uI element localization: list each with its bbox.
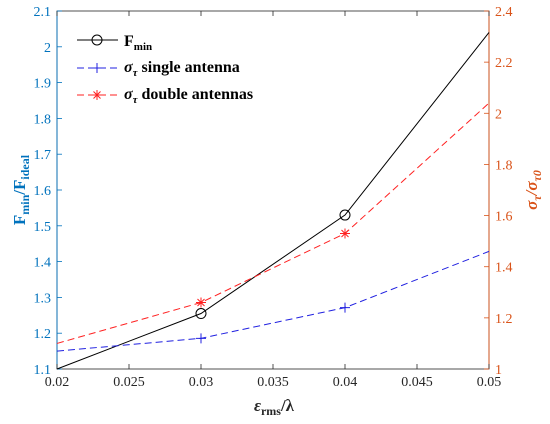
plot-frame xyxy=(56,10,490,370)
y-left-tick-label: 2 xyxy=(44,41,51,56)
y-left-tick-label: 1.2 xyxy=(34,327,52,342)
legend-label-double: στ double antennas xyxy=(124,86,253,106)
y-right-tick-label: 2 xyxy=(495,107,502,122)
legend-marker-double xyxy=(92,90,102,100)
y-left-tick-label: 1.8 xyxy=(34,112,52,127)
x-tick-label: 0.03 xyxy=(189,375,214,390)
y-left-tick-label: 1.9 xyxy=(34,77,52,92)
y-right-tick-label: 2.4 xyxy=(495,5,513,20)
series-line-fmin xyxy=(56,32,490,370)
x-tick-label: 0.035 xyxy=(257,375,289,390)
x-tick-label: 0.04 xyxy=(333,375,358,390)
y-left-tick-label: 1.4 xyxy=(34,256,52,271)
series-line-double xyxy=(56,102,490,344)
legend: Fmin στ single antenna στ double antenna… xyxy=(77,33,253,106)
data-point-fmin xyxy=(339,209,351,221)
data-point-single xyxy=(196,333,206,344)
data-point-double xyxy=(340,228,350,239)
x-ticks: 0.02 0.025 0.03 0.035 0.04 0.045 0.05 xyxy=(45,11,502,390)
y-right-tick-label: 1 xyxy=(495,363,502,378)
y-right-tick-label: 1.4 xyxy=(495,261,513,276)
data-point-single xyxy=(340,302,350,313)
y-left-tick-label: 1.6 xyxy=(34,184,52,199)
x-tick-label: 0.02 xyxy=(45,375,70,390)
y-axis-left-label: Fmin/Fideal xyxy=(10,154,32,225)
legend-entry-double: στ double antennas xyxy=(77,86,253,106)
x-axis-label: εrms/λ xyxy=(254,396,295,418)
y-axis-right-label: στ/στ0 xyxy=(522,170,544,210)
y-right-tick-label: 1.2 xyxy=(495,312,513,327)
x-tick-label: 0.045 xyxy=(401,375,433,390)
y-right-ticks: 1 1.2 1.4 1.6 1.8 2 2.2 2.4 xyxy=(484,5,513,378)
y-left-tick-label: 1.1 xyxy=(34,363,52,378)
series-line-single xyxy=(56,250,490,352)
y-right-tick-label: 1.6 xyxy=(495,210,513,225)
x-tick-label: 0.025 xyxy=(113,375,145,390)
legend-entry-single: στ single antenna xyxy=(77,59,240,79)
legend-marker-single xyxy=(92,63,102,73)
legend-label-single: στ single antenna xyxy=(124,59,240,79)
y-left-tick-label: 2.1 xyxy=(34,5,52,20)
legend-entry-fmin: Fmin xyxy=(77,33,152,53)
x-tick-label: 0.05 xyxy=(477,375,502,390)
y-left-tick-label: 1.7 xyxy=(34,148,52,163)
y-left-ticks: 1.1 1.2 1.3 1.4 1.5 1.6 1.7 1.8 1.9 2 2.1 xyxy=(34,5,62,378)
legend-label-fmin: Fmin xyxy=(124,33,152,53)
y-right-tick-label: 2.2 xyxy=(495,56,513,71)
y-left-tick-label: 1.5 xyxy=(34,220,52,235)
y-right-tick-label: 1.8 xyxy=(495,158,513,173)
legend-marker-fmin xyxy=(91,34,103,46)
series-layer xyxy=(56,32,490,370)
y-left-tick-label: 1.3 xyxy=(34,291,52,306)
data-point-fmin xyxy=(195,308,207,320)
data-point-double xyxy=(196,297,206,308)
